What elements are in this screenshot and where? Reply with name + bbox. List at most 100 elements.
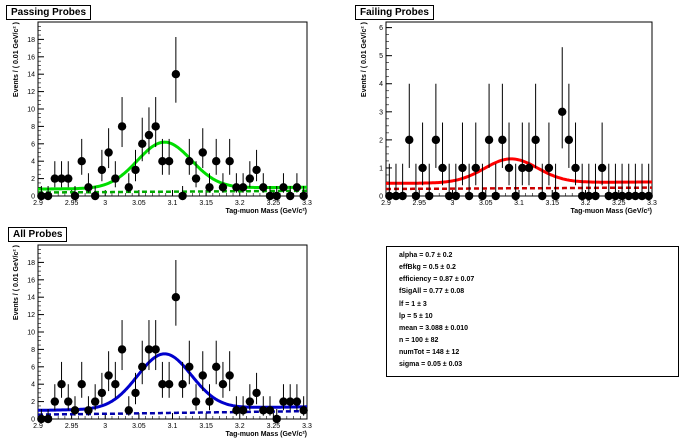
fit-param-sigma: sigma = 0.05 ± 0.03 — [399, 361, 463, 368]
data-point — [104, 148, 113, 157]
data-point — [185, 157, 194, 166]
pad-title-passing: Passing Probes — [6, 5, 92, 20]
data-point — [431, 135, 441, 145]
data-point — [571, 163, 580, 173]
data-point — [205, 183, 214, 192]
plot-frame — [37, 244, 308, 420]
fit-param-efficiency: efficiency = 0.87 ± 0.07 — [399, 276, 475, 283]
data-point — [198, 371, 207, 380]
data-point — [117, 345, 127, 354]
data-point — [151, 345, 160, 354]
y-axis-label: Events / ( 0.01 GeV/c² ) — [13, 22, 20, 97]
y-tick-label: 5 — [379, 53, 383, 60]
data-point — [232, 183, 241, 192]
fit-curve-total-fit — [38, 140, 307, 191]
data-point — [444, 191, 454, 201]
data-point — [124, 183, 133, 192]
fit-curve-background — [386, 186, 652, 191]
data-point — [538, 191, 547, 201]
data-point — [637, 191, 647, 201]
x-tick-label: 3.25 — [267, 423, 281, 430]
data-point — [144, 130, 154, 140]
data-point — [238, 183, 248, 192]
data-point — [43, 191, 53, 201]
data-point — [232, 406, 241, 415]
data-point — [144, 345, 154, 354]
fit-param-fsigall: fSigAll = 0.77 ± 0.08 — [399, 288, 465, 295]
data-point — [212, 362, 221, 371]
data-point — [117, 122, 127, 131]
data-point — [111, 174, 120, 183]
y-tick-label: 18 — [27, 37, 35, 44]
x-axis-label: Tag-muon Mass (GeV/c²) — [570, 208, 652, 215]
data-point — [272, 414, 281, 424]
data-point — [299, 191, 308, 201]
data-point — [164, 157, 174, 166]
y-tick-label: 16 — [27, 277, 35, 284]
data-point — [451, 191, 461, 201]
data-point — [84, 183, 93, 192]
data-point — [405, 135, 414, 145]
data-point — [385, 191, 394, 201]
fit-curve-total-fit — [386, 157, 652, 185]
data-point — [411, 191, 421, 201]
x-tick-label: 2.9 — [381, 200, 391, 207]
data-point — [212, 157, 221, 166]
x-tick-label: 3.3 — [647, 200, 657, 207]
data-point — [245, 174, 255, 183]
data-point — [191, 174, 201, 183]
data-point — [64, 174, 73, 183]
data-point — [299, 406, 308, 415]
y-tick-label: 0 — [31, 194, 35, 201]
data-point — [458, 163, 467, 173]
data-point — [225, 157, 234, 166]
data-point — [185, 362, 194, 371]
data-point — [491, 191, 500, 201]
data-point — [50, 174, 60, 183]
x-tick-label: 2.9 — [33, 423, 43, 430]
data-point — [57, 380, 66, 389]
x-tick-label: 3.25 — [267, 200, 281, 207]
y-tick-label: 2 — [379, 137, 383, 144]
data-point — [164, 380, 174, 389]
data-point — [57, 174, 66, 183]
y-tick-label: 12 — [27, 312, 35, 319]
data-point — [43, 414, 53, 424]
data-point — [151, 122, 160, 131]
data-point — [584, 191, 594, 201]
fit-param-effbkg: effBkg = 0.5 ± 0.2 — [399, 264, 456, 271]
data-point — [611, 191, 620, 201]
data-point — [97, 165, 107, 175]
data-point — [171, 70, 181, 79]
y-tick-label: 4 — [31, 382, 35, 389]
data-point — [644, 191, 653, 201]
data-point — [178, 191, 187, 201]
x-tick-label: 3.1 — [168, 423, 178, 430]
data-point — [225, 371, 234, 380]
fit-results-box: alpha = 0.7 ± 0.2 effBkg = 0.5 ± 0.2 eff… — [386, 246, 679, 377]
data-point — [259, 183, 268, 192]
data-point — [178, 380, 187, 389]
data-point — [171, 293, 181, 302]
data-point — [77, 157, 86, 166]
y-tick-label: 6 — [31, 364, 35, 371]
x-tick-label: 3 — [103, 200, 107, 207]
x-axis-label: Tag-muon Mass (GeV/c²) — [225, 431, 307, 438]
data-point — [558, 107, 567, 117]
data-point — [285, 397, 295, 406]
y-tick-label: 4 — [379, 81, 383, 88]
x-tick-label: 3 — [103, 423, 107, 430]
data-point — [37, 191, 46, 201]
data-point — [279, 397, 288, 406]
x-tick-label: 2.95 — [412, 200, 426, 207]
x-tick-label: 3.05 — [132, 423, 146, 430]
x-tick-label: 3.1 — [514, 200, 524, 207]
data-point — [70, 406, 80, 415]
data-point — [631, 191, 640, 201]
plot-3: 0 2 4 6 8 10 12 14 16 18 2.9 2.95 3 3.05 3.1 3.15 3.2 3.2… — [13, 244, 312, 438]
y-tick-label: 0 — [31, 417, 35, 424]
y-tick-label: 10 — [27, 330, 35, 337]
data-point — [265, 406, 275, 415]
data-point — [484, 135, 494, 145]
data-point — [97, 388, 107, 398]
